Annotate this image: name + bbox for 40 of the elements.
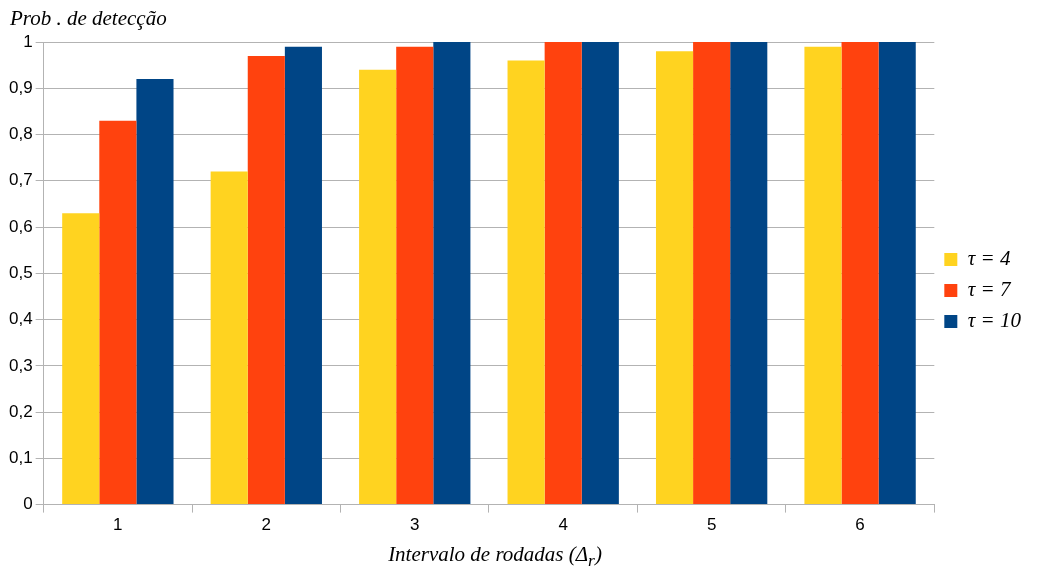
x-tick-label: 6: [855, 515, 865, 535]
y-tick-label: 0,4: [8, 309, 33, 329]
y-axis-title: Prob . de detecção: [10, 6, 167, 31]
x-tick-label: 2: [261, 515, 272, 535]
bar: [730, 42, 768, 505]
bar: [804, 46, 842, 505]
bar: [693, 42, 731, 505]
bar: [841, 42, 879, 505]
bar: [359, 69, 397, 505]
y-tick-label: 0,2: [8, 401, 33, 421]
bar: [581, 42, 619, 505]
y-tick-label: 0,3: [8, 355, 33, 375]
bar: [507, 60, 545, 505]
legend-label: τ = 7: [967, 277, 1012, 302]
y-tick-label: 0,5: [8, 262, 33, 282]
bar: [878, 42, 916, 505]
bar: [247, 55, 285, 505]
bar: [284, 46, 322, 505]
x-tick-label: 4: [558, 515, 568, 535]
y-tick-label: 0,6: [8, 216, 33, 236]
x-tick-label: 5: [706, 515, 717, 535]
bar: [433, 42, 471, 505]
bar: [62, 213, 100, 505]
bar: [655, 51, 694, 505]
y-tick-label: 0,7: [8, 170, 33, 190]
y-tick-label: 0,8: [8, 124, 33, 144]
y-tick-label: 0: [23, 494, 33, 514]
y-tick-label: 1: [23, 31, 33, 51]
legend-label: τ = 10: [967, 308, 1022, 333]
x-tick-label: 1: [113, 515, 123, 535]
bar: [99, 120, 137, 505]
y-tick-label: 0,1: [8, 448, 33, 468]
bar: [136, 79, 174, 505]
x-tick-label: 3: [410, 515, 420, 535]
y-tick-label: 0,9: [8, 77, 33, 97]
bar: [210, 171, 248, 505]
legend-label: τ = 4: [967, 246, 1011, 271]
bar: [544, 42, 582, 505]
bar: [396, 46, 434, 505]
x-axis-title: Intervalo de rodadas (Δ$_{r}$): [387, 542, 603, 572]
